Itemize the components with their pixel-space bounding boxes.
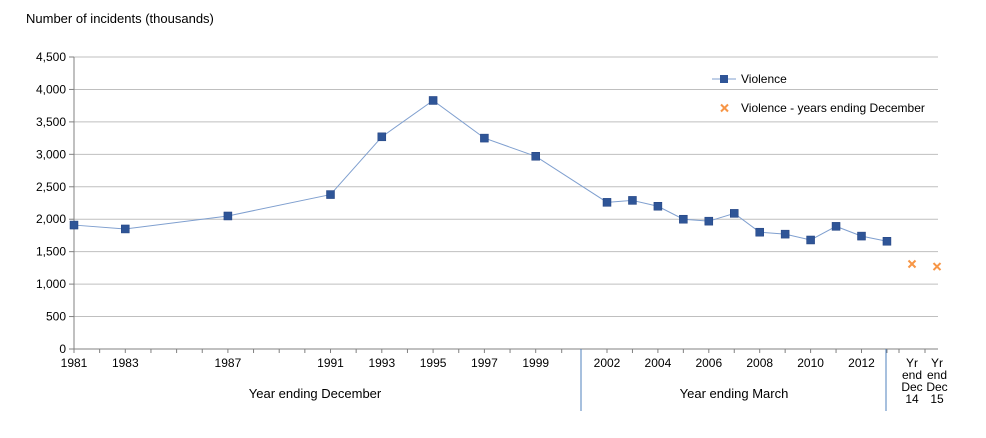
y-tick-label: 1,000 [36, 277, 66, 291]
data-point [831, 222, 841, 231]
x-tick-label: 2002 [594, 356, 621, 370]
data-point [377, 132, 387, 142]
x-tick-label: 2012 [848, 356, 875, 370]
y-tick-label: 0 [59, 342, 66, 356]
data-point [223, 211, 233, 221]
axes [73, 57, 938, 350]
data-point [806, 235, 815, 245]
x-tick-label: Yr [931, 356, 943, 370]
x-axis-ticks: 1981 1983 1987 1991 1993 1995 1997 1999 2002 2004… [61, 349, 948, 406]
data-point [69, 220, 79, 230]
x-tick-label: 1981 [61, 356, 88, 370]
x-tick-label: 15 [930, 392, 944, 406]
legend-marker-stroke [720, 103, 729, 113]
legend-label: Violence [741, 72, 787, 86]
y-axis-ticks: 0 500 1,000 1,500 2,000 2,500 3,000 3,500 4,000 4… [36, 50, 74, 356]
data-point [780, 229, 790, 239]
x-tick-label: 1993 [368, 356, 395, 370]
x-tick-label: 2006 [695, 356, 722, 370]
x-tick-label: end [927, 368, 947, 382]
data-point [932, 262, 942, 271]
x-tick-label: 1983 [112, 356, 139, 370]
data-point [882, 237, 892, 246]
x-tick-label: 14 [905, 392, 919, 406]
y-axis-title: Number of incidents (thousands) [26, 11, 214, 26]
data-point [121, 224, 130, 234]
data-point [653, 201, 663, 211]
x-tick-label: Dec [926, 380, 947, 394]
series [69, 96, 942, 271]
x-tick-label: 1991 [317, 356, 344, 370]
legend-label: Violence - years ending December [741, 101, 925, 115]
x-tick-label: 2010 [797, 356, 824, 370]
legend: Violence Violence - years ending December [712, 72, 925, 115]
data-point [326, 190, 335, 199]
y-tick-label: 2,500 [36, 180, 66, 194]
x-tick-label: 1999 [522, 356, 549, 370]
data-point [679, 214, 688, 224]
x-tick-label: Dec [901, 380, 922, 394]
x-tick-label: end [902, 368, 922, 382]
data-point [628, 196, 637, 205]
legend-marker [720, 75, 728, 83]
gridlines [74, 56, 938, 318]
x-tick-label: Yr [906, 356, 918, 370]
y-tick-label: 2,000 [36, 212, 66, 226]
x-tick-label: 2004 [645, 356, 672, 370]
x-tick-label: 1995 [420, 356, 447, 370]
x-tick-label: 2008 [746, 356, 773, 370]
data-point [602, 198, 612, 207]
group-label: Year ending December [249, 386, 382, 401]
data-point-stroke [907, 259, 917, 269]
data-point [480, 133, 489, 143]
data-point [428, 96, 438, 105]
legend-marker [720, 103, 729, 113]
data-point [755, 227, 764, 237]
y-tick-label: 4,000 [36, 82, 66, 96]
y-tick-label: 1,500 [36, 245, 66, 259]
x-tick-label: 1997 [471, 356, 498, 370]
group-label: Year ending March [680, 386, 789, 401]
y-tick-label: 4,500 [36, 50, 66, 64]
data-point [730, 209, 739, 218]
data-point-stroke [932, 262, 942, 271]
data-point [907, 259, 917, 269]
data-point [704, 216, 714, 226]
y-tick-label: 3,500 [36, 115, 66, 129]
y-tick-label: 3,000 [36, 147, 66, 161]
data-point [857, 231, 866, 241]
y-tick-label: 500 [46, 310, 66, 324]
x-axis-groups: Year ending December Year ending March [249, 349, 887, 411]
x-tick-label: 1987 [215, 356, 242, 370]
data-point [531, 152, 540, 161]
